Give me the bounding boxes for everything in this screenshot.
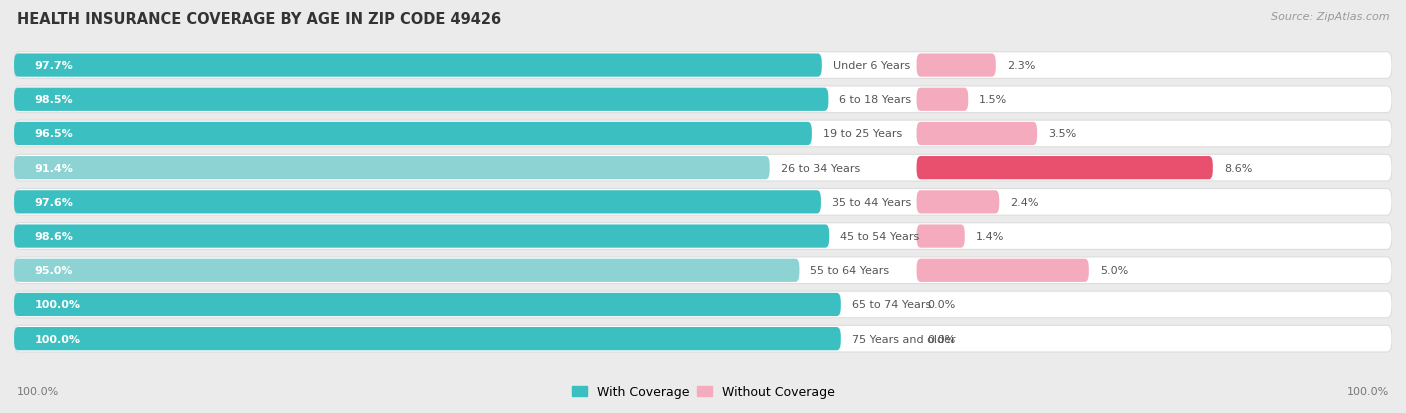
Text: 98.6%: 98.6% bbox=[35, 232, 73, 242]
Legend: With Coverage, Without Coverage: With Coverage, Without Coverage bbox=[567, 380, 839, 404]
FancyBboxPatch shape bbox=[14, 259, 800, 282]
Text: 97.7%: 97.7% bbox=[35, 61, 73, 71]
Text: 0.0%: 0.0% bbox=[928, 300, 956, 310]
FancyBboxPatch shape bbox=[14, 223, 1392, 250]
Text: 65 to 74 Years: 65 to 74 Years bbox=[852, 300, 931, 310]
FancyBboxPatch shape bbox=[917, 191, 1000, 214]
FancyBboxPatch shape bbox=[14, 157, 769, 180]
Text: 91.4%: 91.4% bbox=[35, 163, 73, 173]
Text: 95.0%: 95.0% bbox=[35, 266, 73, 275]
Text: 1.4%: 1.4% bbox=[976, 232, 1004, 242]
Text: 19 to 25 Years: 19 to 25 Years bbox=[823, 129, 903, 139]
Text: 3.5%: 3.5% bbox=[1047, 129, 1077, 139]
FancyBboxPatch shape bbox=[14, 292, 1392, 318]
Text: 100.0%: 100.0% bbox=[35, 334, 80, 344]
Text: 6 to 18 Years: 6 to 18 Years bbox=[839, 95, 911, 105]
Text: Source: ZipAtlas.com: Source: ZipAtlas.com bbox=[1271, 12, 1389, 22]
FancyBboxPatch shape bbox=[917, 225, 965, 248]
Text: 55 to 64 Years: 55 to 64 Years bbox=[810, 266, 890, 275]
FancyBboxPatch shape bbox=[14, 225, 830, 248]
FancyBboxPatch shape bbox=[917, 259, 1088, 282]
Text: 100.0%: 100.0% bbox=[17, 387, 59, 396]
Text: 100.0%: 100.0% bbox=[1347, 387, 1389, 396]
Text: 98.5%: 98.5% bbox=[35, 95, 73, 105]
FancyBboxPatch shape bbox=[14, 293, 841, 316]
Text: 26 to 34 Years: 26 to 34 Years bbox=[780, 163, 860, 173]
Text: 0.0%: 0.0% bbox=[928, 334, 956, 344]
FancyBboxPatch shape bbox=[14, 155, 1392, 182]
FancyBboxPatch shape bbox=[14, 123, 811, 146]
Text: 35 to 44 Years: 35 to 44 Years bbox=[832, 197, 911, 207]
Text: 45 to 54 Years: 45 to 54 Years bbox=[841, 232, 920, 242]
FancyBboxPatch shape bbox=[14, 325, 1392, 352]
Text: 2.4%: 2.4% bbox=[1011, 197, 1039, 207]
FancyBboxPatch shape bbox=[14, 257, 1392, 284]
Text: Under 6 Years: Under 6 Years bbox=[832, 61, 910, 71]
FancyBboxPatch shape bbox=[917, 157, 1213, 180]
FancyBboxPatch shape bbox=[14, 88, 828, 112]
Text: 2.3%: 2.3% bbox=[1007, 61, 1035, 71]
Text: 97.6%: 97.6% bbox=[35, 197, 73, 207]
Text: 96.5%: 96.5% bbox=[35, 129, 73, 139]
FancyBboxPatch shape bbox=[14, 87, 1392, 113]
Text: 100.0%: 100.0% bbox=[35, 300, 80, 310]
FancyBboxPatch shape bbox=[917, 88, 969, 112]
FancyBboxPatch shape bbox=[917, 123, 1038, 146]
FancyBboxPatch shape bbox=[14, 191, 821, 214]
FancyBboxPatch shape bbox=[14, 52, 1392, 79]
Text: 8.6%: 8.6% bbox=[1223, 163, 1253, 173]
FancyBboxPatch shape bbox=[14, 121, 1392, 147]
FancyBboxPatch shape bbox=[917, 54, 995, 78]
FancyBboxPatch shape bbox=[14, 327, 841, 351]
Text: 5.0%: 5.0% bbox=[1099, 266, 1128, 275]
Text: HEALTH INSURANCE COVERAGE BY AGE IN ZIP CODE 49426: HEALTH INSURANCE COVERAGE BY AGE IN ZIP … bbox=[17, 12, 501, 27]
Text: 1.5%: 1.5% bbox=[979, 95, 1008, 105]
FancyBboxPatch shape bbox=[14, 189, 1392, 216]
FancyBboxPatch shape bbox=[14, 54, 821, 78]
Text: 75 Years and older: 75 Years and older bbox=[852, 334, 956, 344]
